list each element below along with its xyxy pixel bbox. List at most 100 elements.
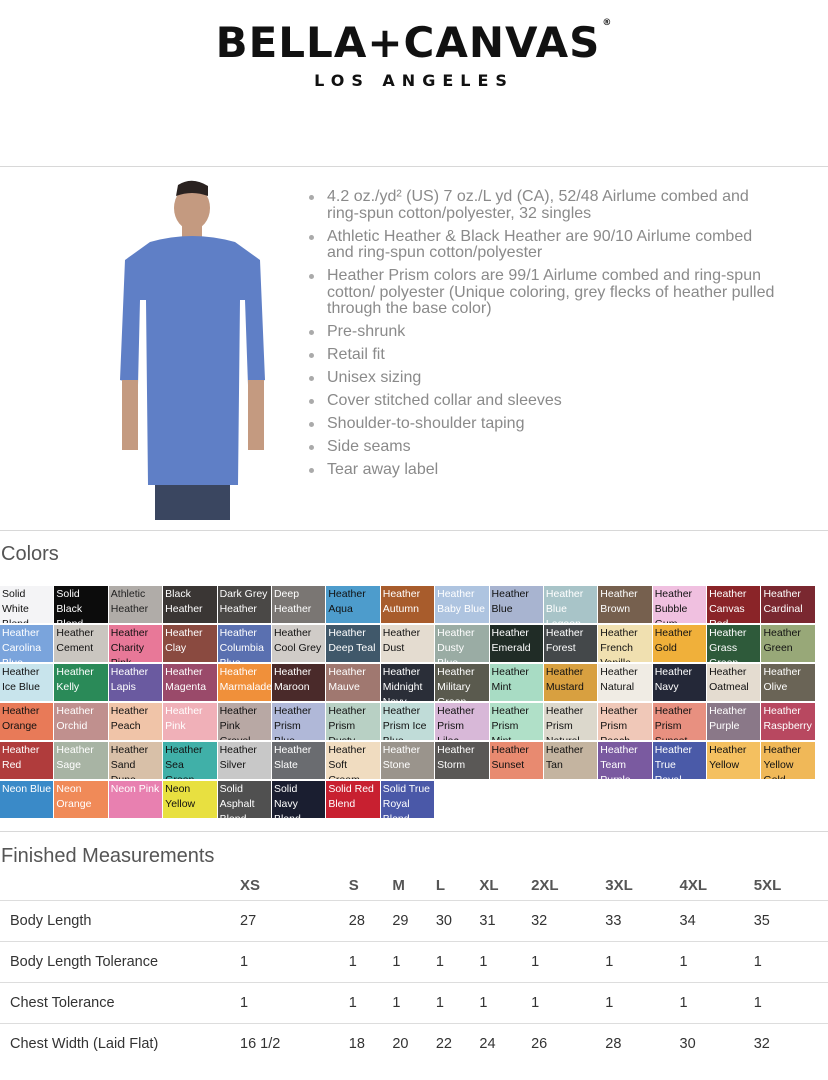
measurement-cell: 1 xyxy=(240,981,349,1023)
color-swatch: Heather Maroon xyxy=(271,664,327,701)
divider xyxy=(0,831,828,832)
color-swatch: Heather Ice Blue xyxy=(0,664,55,701)
color-swatch: Heather Autumn xyxy=(380,586,436,623)
size-header: 3XL xyxy=(605,877,633,895)
measurement-cell: 30 xyxy=(435,899,480,941)
size-header: XS xyxy=(240,877,261,895)
size-header: S xyxy=(348,877,359,895)
brand-name: BELLA+CANVAS xyxy=(215,18,601,67)
measurement-cell: 28 xyxy=(605,1022,680,1064)
color-swatch: Heather Soft Cream xyxy=(326,742,381,779)
measurement-cell: 32 xyxy=(753,1022,828,1064)
measurement-cell: 1 xyxy=(753,981,828,1023)
measurement-cell: 1 xyxy=(435,981,480,1023)
registered-mark: ® xyxy=(602,18,613,28)
color-swatch: Heather Orchid xyxy=(54,703,109,740)
color-swatch: Heather Slate xyxy=(271,742,327,779)
color-swatch: Heather Dusty Blue xyxy=(435,625,490,662)
color-swatch: Deep Heather xyxy=(271,586,327,623)
measurement-cell: 18 xyxy=(348,1022,393,1064)
row-label: Chest Tolerance xyxy=(0,981,240,1023)
color-swatch: Heather Stone xyxy=(380,742,436,779)
color-swatch: Heather Military Green xyxy=(435,664,490,701)
color-swatch: Heather Carolina Blue xyxy=(0,625,55,662)
color-swatch: Heather Peach xyxy=(108,703,164,740)
size-header-row: XS S M L XL 2XL 3XL 4XL 5XL xyxy=(0,872,828,900)
color-swatch: Heather Deep Teal xyxy=(326,625,381,662)
color-swatch: Heather Forest xyxy=(543,625,599,662)
color-swatch: Heather Mint xyxy=(489,664,544,701)
feature-item: 4.2 oz./yd² (US) 7 oz./L yd (CA), 52/48 … xyxy=(307,188,777,222)
color-swatch: Heather Blue Lagoon xyxy=(543,586,599,623)
measurement-cell: 1 xyxy=(753,940,828,982)
color-swatch: Heather Silver xyxy=(217,742,272,779)
measurement-cell: 1 xyxy=(605,940,680,982)
row-label: Body Length Tolerance xyxy=(0,940,240,982)
color-swatch: Heather Storm xyxy=(435,742,490,779)
color-swatch: Heather Navy xyxy=(652,664,708,701)
size-header: M xyxy=(392,877,405,895)
measurement-cell: 1 xyxy=(392,940,436,982)
feature-item: Cover stitched collar and sleeves xyxy=(307,392,777,410)
color-swatch: Heather Yellow xyxy=(707,742,762,779)
color-swatch: Heather Purple xyxy=(707,703,762,740)
feature-list: 4.2 oz./yd² (US) 7 oz./L yd (CA), 52/48 … xyxy=(307,188,777,485)
measurement-cell: 34 xyxy=(679,899,754,941)
color-swatch: Solid True Royal Blend xyxy=(380,781,436,818)
row-label: Chest Width (Laid Flat) xyxy=(0,1022,240,1064)
color-swatch: Heather Canvas Red xyxy=(707,586,762,623)
color-swatch: Heather Magenta xyxy=(163,664,218,701)
color-swatch: Heather Columbia Blue xyxy=(217,625,272,662)
size-header: 4XL xyxy=(679,877,708,895)
table-row: Body Length 27 28 29 30 31 32 33 34 35 xyxy=(0,899,828,941)
feature-item: Shoulder-to-shoulder taping xyxy=(307,415,777,433)
color-swatch: Heather Prism Mint xyxy=(489,703,544,740)
color-swatch: Heather Sage xyxy=(54,742,109,779)
color-swatch: Heather Prism Blue xyxy=(271,703,327,740)
color-swatch: Heather Grass Green xyxy=(707,625,762,662)
color-swatch: Neon Blue xyxy=(0,781,55,818)
color-swatch: Heather Pink xyxy=(163,703,218,740)
measurement-cell: 20 xyxy=(392,1022,436,1064)
measurement-cell: 22 xyxy=(435,1022,480,1064)
measurement-cell: 1 xyxy=(392,981,436,1023)
color-swatch: Heather Baby Blue xyxy=(435,586,490,623)
color-swatch: Heather Kelly xyxy=(54,664,109,701)
color-swatch: Heather Emerald xyxy=(489,625,544,662)
color-swatch: Neon Pink xyxy=(108,781,164,818)
feature-item: Side seams xyxy=(307,438,777,456)
color-swatch: Heather Tan xyxy=(543,742,599,779)
color-swatch: Solid Navy Blend xyxy=(271,781,327,818)
color-swatch: Solid Black Blend xyxy=(54,586,109,623)
measurement-cell: 26 xyxy=(531,1022,606,1064)
color-swatch: Heather Marmalade xyxy=(217,664,272,701)
brand-logo: BELLA+CANVAS ® LOS ANGELES xyxy=(0,18,828,90)
color-swatch: Heather Oatmeal xyxy=(707,664,762,701)
color-swatch: Heather Charity Pink xyxy=(108,625,164,662)
measurement-cell: 1 xyxy=(348,981,393,1023)
feature-item: Unisex sizing xyxy=(307,369,777,387)
color-swatch: Heather Prism Dusty Blue xyxy=(326,703,381,740)
color-swatch: Heather Gold xyxy=(652,625,708,662)
measurement-cell: 1 xyxy=(531,940,606,982)
color-swatch: Heather Cement xyxy=(54,625,109,662)
measurement-cell: 1 xyxy=(605,981,680,1023)
color-swatch: Solid White Blend xyxy=(0,586,55,623)
measurement-cell: 31 xyxy=(479,899,532,941)
color-swatch: Heather Prism Lilac xyxy=(435,703,490,740)
measurement-cell: 1 xyxy=(679,981,754,1023)
measurement-cell: 33 xyxy=(605,899,680,941)
table-row: Chest Width (Laid Flat) 16 1/2 18 20 22 24 26 2… xyxy=(0,1022,828,1064)
color-swatch: Heather Clay xyxy=(163,625,218,662)
color-swatch: Heather Cardinal xyxy=(761,586,816,623)
measurement-cell: 1 xyxy=(348,940,393,982)
color-swatch: Athletic Heather xyxy=(108,586,164,623)
color-swatch: Heather Prism Sunset xyxy=(652,703,708,740)
color-swatch: Heather Mustard xyxy=(543,664,599,701)
color-swatch: Heather Pink Gravel xyxy=(217,703,272,740)
measurement-cell: 28 xyxy=(348,899,393,941)
measurement-cell: 1 xyxy=(479,940,532,982)
measurement-cell: 24 xyxy=(479,1022,532,1064)
product-photo-tshirt xyxy=(120,180,265,520)
